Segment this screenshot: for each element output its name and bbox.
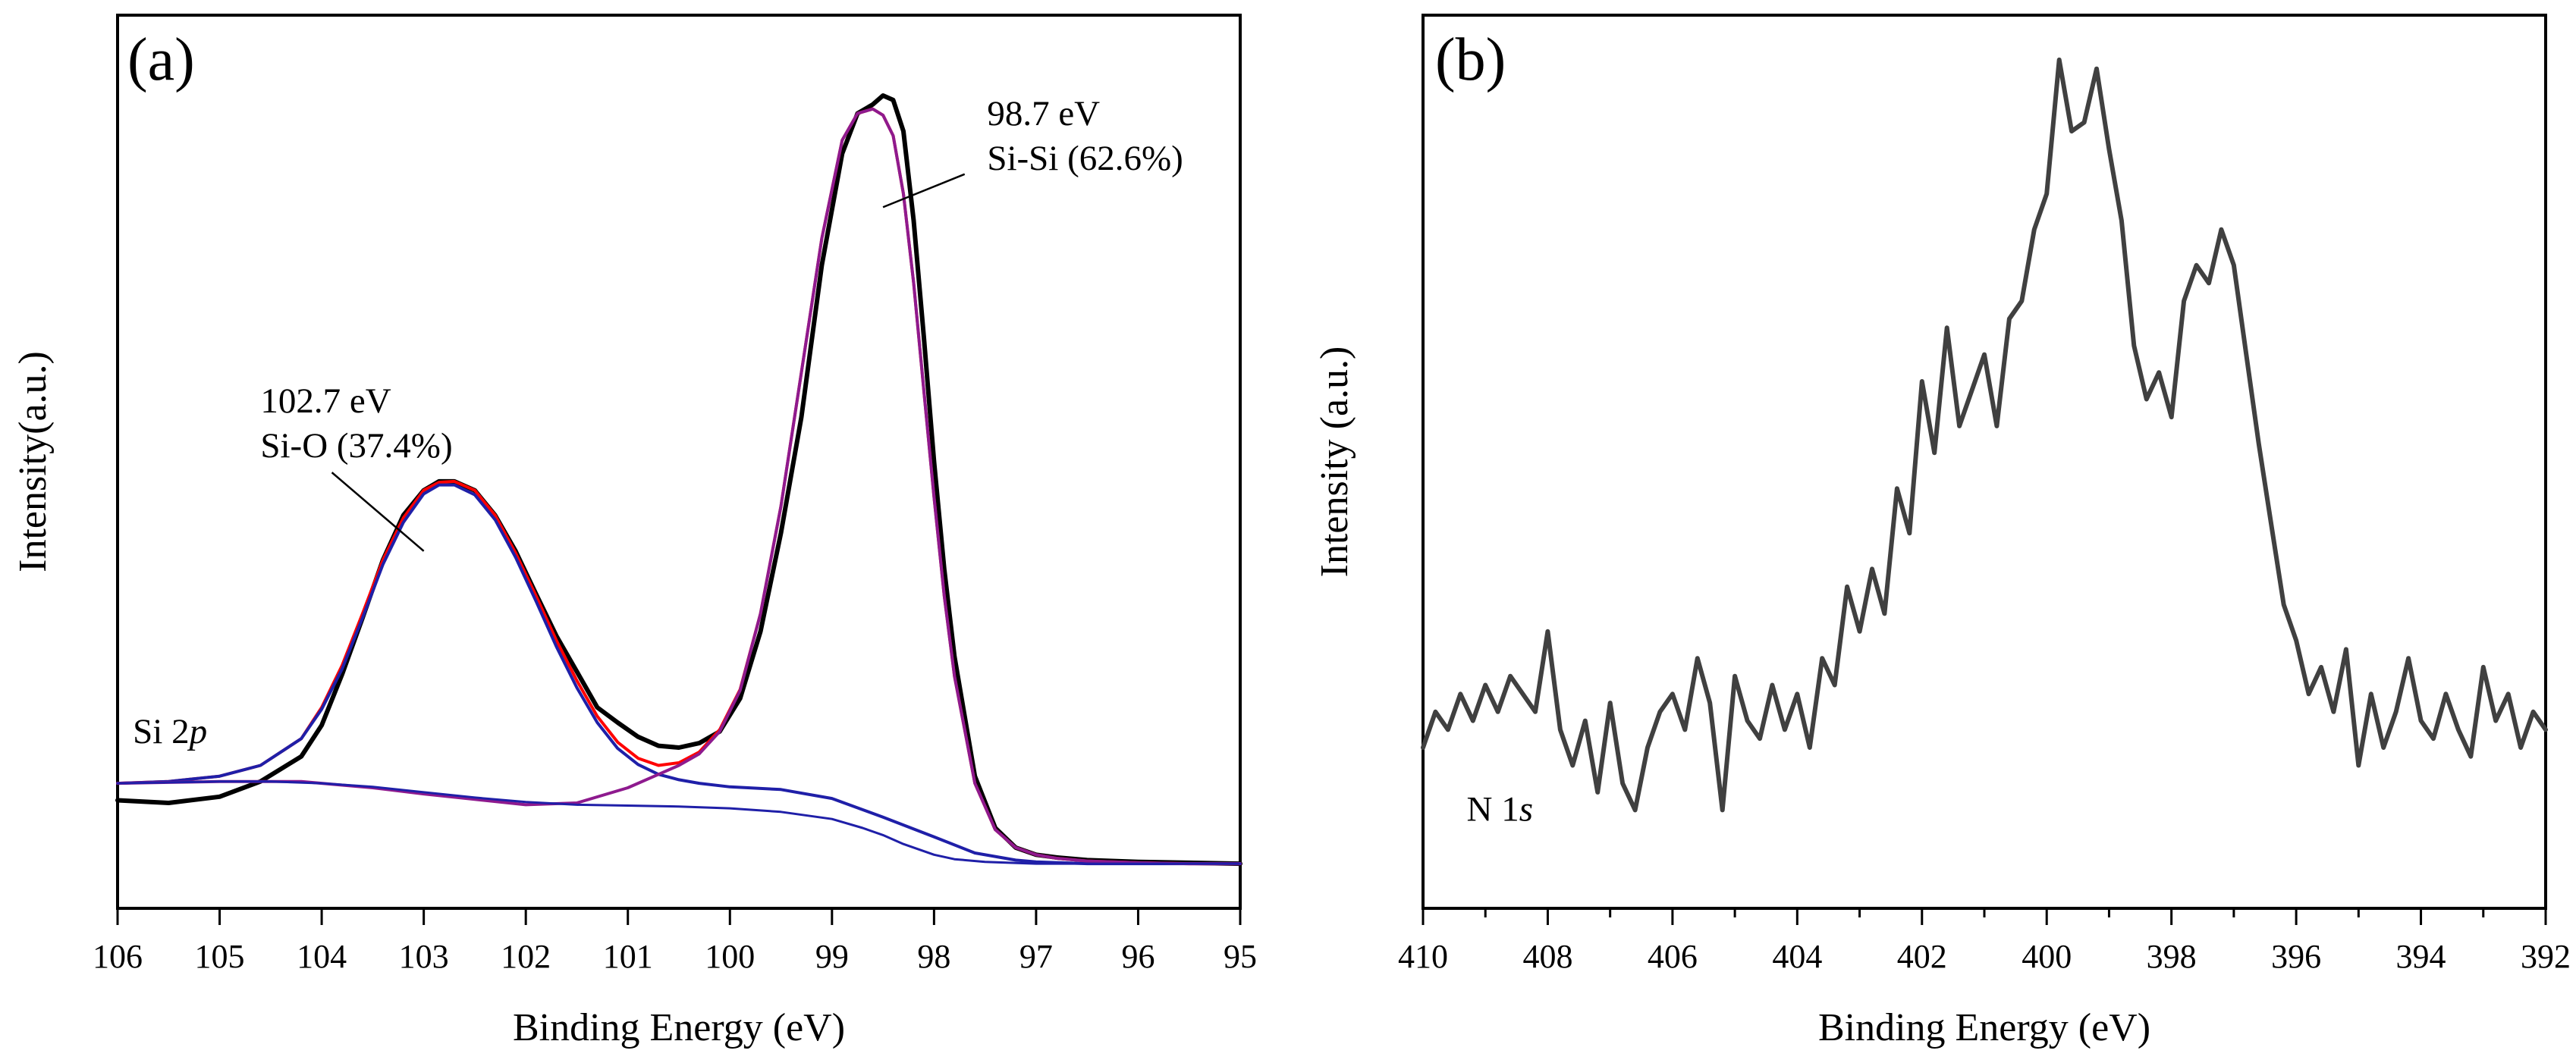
panel-b-x-tick-label: 404 <box>1772 938 1822 975</box>
panel-a-x-tick-label: 99 <box>815 938 849 975</box>
panel-a-leader-line <box>331 472 425 552</box>
panel-a-x-tick-label: 101 <box>603 938 653 975</box>
panel-b-plot-frame <box>1422 14 2547 910</box>
panel-a-annotation: Si 2p <box>133 712 207 751</box>
panel-a: 106 105 104 103 102 101 100 99 98 97 96 95 102.7 eV… <box>11 14 1257 1049</box>
panel-a-x-axis-title: Binding Energy (eV) <box>513 1006 845 1049</box>
panel-a-x-tick-label: 100 <box>705 938 755 975</box>
panel-a-series-background <box>116 780 1242 865</box>
panel-a-x-tick-label: 105 <box>195 938 245 975</box>
panel-a-plot-frame <box>116 14 1242 910</box>
panel-b-x-tick-label: 398 <box>2147 938 2197 975</box>
panel-b-series <box>1421 57 2548 813</box>
panel-b: 410 408 406 404 402 400 398 396 394 392 N 1s (b) … <box>1313 14 2571 1049</box>
panel-a-annotation: Si-O (37.4%) <box>260 426 452 466</box>
panel-b-annotations: N 1s <box>1467 790 1534 829</box>
panel-b-x-tick-label: 394 <box>2396 938 2446 975</box>
panel-a-x-tick-label: 102 <box>501 938 551 975</box>
panel-a-x-tick-label: 103 <box>399 938 449 975</box>
panel-a-x-tick-label: 104 <box>297 938 347 975</box>
panel-a-annotation: 98.7 eV <box>987 94 1100 133</box>
panel-a-label: (a) <box>127 27 195 93</box>
panel-a-leader-line <box>882 173 966 209</box>
panel-a-x-ticks: 106 105 104 103 102 101 100 99 98 97 96 95 <box>93 908 1257 975</box>
panel-b-x-tick-label: 402 <box>1897 938 1947 975</box>
panel-a-annotation: 102.7 eV <box>260 381 391 421</box>
panel-a-x-tick-label: 106 <box>93 938 143 975</box>
panel-a-x-tick-label: 95 <box>1224 938 1257 975</box>
panel-a-x-tick-label: 97 <box>1019 938 1053 975</box>
panel-b-x-tick-label: 396 <box>2271 938 2321 975</box>
panel-b-x-tick-label: 410 <box>1398 938 1448 975</box>
panel-a-series-si-si-component <box>116 107 1242 866</box>
panel-a-annotation: Si-Si (62.6%) <box>987 139 1183 178</box>
panel-b-x-ticks: 410 408 406 404 402 400 398 396 394 392 <box>1398 908 2571 975</box>
panel-b-x-tick-label: 408 <box>1522 938 1572 975</box>
panel-a-series <box>115 93 1242 867</box>
panel-a-x-tick-label: 96 <box>1121 938 1154 975</box>
panel-b-annotation: N 1s <box>1467 790 1534 829</box>
panel-b-label: (b) <box>1435 27 1506 93</box>
panel-b-y-axis-title: Intensity (a.u.) <box>1313 346 1356 578</box>
panel-b-series-n-1s-raw-data <box>1421 57 2548 813</box>
panel-b-x-tick-label: 400 <box>2022 938 2072 975</box>
panel-a-series-si-o-component <box>116 483 1242 866</box>
panel-b-x-axis-title: Binding Energy (eV) <box>1818 1006 2150 1049</box>
panel-b-x-tick-label: 392 <box>2521 938 2571 975</box>
panel-a-y-axis-title: Intensity(a.u.) <box>11 351 55 572</box>
panel-b-x-tick-label: 406 <box>1648 938 1698 975</box>
panel-a-x-tick-label: 98 <box>917 938 950 975</box>
panel-a-annotations: 102.7 eV Si-O (37.4%) 98.7 eV Si-Si (62.6%)… <box>133 94 1183 751</box>
